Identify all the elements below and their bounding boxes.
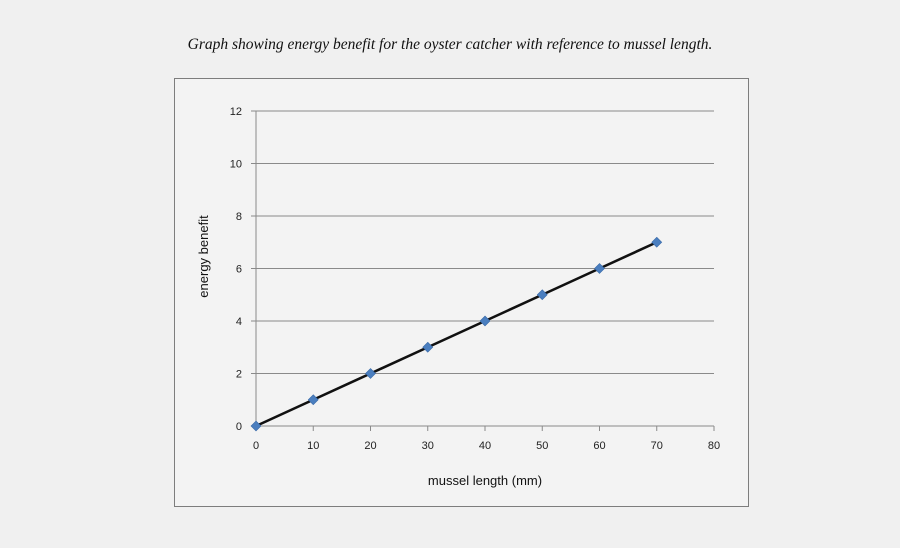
data-point-60 [594, 263, 605, 274]
x-tick-label-20: 20 [364, 440, 376, 452]
x-tick-label-60: 60 [593, 440, 605, 452]
y-tick-label-12: 12 [230, 106, 242, 118]
chart-frame [174, 78, 749, 507]
x-tick-label-50: 50 [536, 440, 548, 452]
x-tick-label-70: 70 [651, 440, 663, 452]
x-tick-labels: 0 10 20 30 40 50 60 70 80 [253, 440, 720, 452]
x-tick-label-40: 40 [479, 440, 491, 452]
data-point-50 [536, 289, 548, 301]
data-point-70 [651, 236, 663, 248]
y-tick-label-4: 4 [236, 316, 242, 328]
series-line [255, 241, 658, 428]
data-point-0 [250, 420, 262, 432]
y-tick-label-0: 0 [236, 421, 242, 433]
data-point-30 [422, 341, 434, 353]
gridlines [256, 110, 714, 374]
x-tick-label-80: 80 [708, 440, 720, 452]
data-point-20 [365, 368, 376, 379]
data-point-40 [479, 315, 491, 327]
y-tick-label-6: 6 [236, 264, 242, 276]
x-tick-label-10: 10 [307, 440, 319, 452]
x-tick-label-0: 0 [253, 440, 259, 452]
axes [251, 110, 715, 431]
data-point-10 [307, 394, 319, 406]
y-tick-label-2: 2 [236, 369, 242, 381]
y-tick-label-8: 8 [236, 211, 242, 223]
y-tick-labels: 0 2 4 6 8 10 12 [230, 106, 242, 433]
x-axis-title: mussel length (mm) [428, 473, 542, 488]
data-series [250, 236, 663, 432]
y-axis-title: energy benefit [196, 215, 211, 298]
x-tick-label-30: 30 [422, 440, 434, 452]
figure-caption: Graph showing energy benefit for the oys… [187, 36, 713, 53]
y-tick-label-10: 10 [230, 159, 242, 171]
